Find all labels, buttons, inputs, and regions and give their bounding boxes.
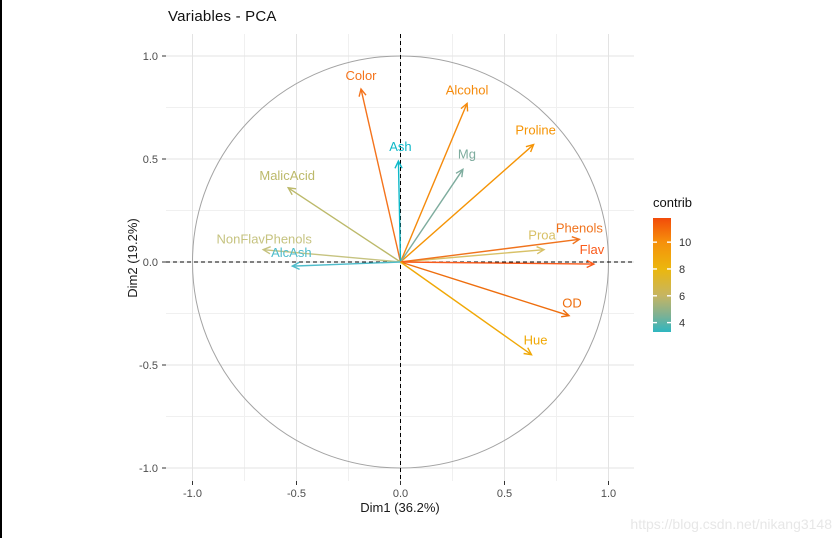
pca-vector-hue: Hue [400, 261, 548, 356]
vector-label: Ash [389, 139, 411, 154]
vector-label: OD [562, 296, 582, 311]
vector-arrow-shaft [400, 238, 580, 263]
vector-arrowhead [523, 347, 533, 356]
pca-vector-nonflavphenols: NonFlavPhenols [217, 232, 401, 263]
legend-tick-label: 4 [679, 318, 685, 330]
vector-label: Flav [580, 242, 605, 257]
vector-label: Proline [515, 123, 555, 138]
x-tick-label: 1.0 [601, 488, 616, 500]
y-tick-label: 1.0 [143, 51, 158, 63]
pca-vector-malicacid: MalicAcid [259, 168, 401, 263]
vector-arrowhead [536, 246, 546, 255]
vector-label: Mg [458, 146, 476, 161]
vector-arrowhead [571, 236, 581, 245]
vector-label: AlcAsh [271, 245, 311, 260]
vector-arrowhead [560, 309, 571, 318]
vector-label: MalicAcid [259, 168, 315, 183]
pca-vector-flav: Flav [400, 242, 605, 269]
vector-label: Alcohol [446, 82, 489, 97]
vector-arrow-shaft [287, 187, 401, 263]
vector-arrow-shaft [399, 168, 464, 263]
pca-vector-alcohol: Alcohol [399, 82, 489, 263]
pca-vector-proa: Proa [400, 228, 557, 263]
vector-arrow-shaft [400, 144, 535, 263]
x-tick-label: -0.5 [287, 488, 306, 500]
vector-arrowhead [586, 259, 596, 269]
vector-arrow-shaft [400, 261, 594, 265]
axes: -1.0 -0.5 0.0 0.5 1.0 1.0 0.5 0.0 -0.5 -1.0 Dim1 (… [125, 51, 616, 515]
x-tick-label: 0.5 [497, 488, 512, 500]
vector-arrow-shaft [400, 261, 532, 356]
vector-arrow-shaft [360, 88, 402, 263]
pca-vector-color: Color [345, 68, 402, 263]
left-edge-line [0, 0, 2, 538]
pca-vectors: Color Alcohol Proline Ash Mg MalicAcid NonFlav… [217, 68, 605, 356]
vector-arrowhead [394, 159, 403, 169]
legend-tick-label: 10 [679, 237, 691, 249]
pca-vector-od: OD [400, 261, 582, 318]
vector-arrow-shaft [292, 261, 401, 267]
vector-arrow-shaft [263, 248, 401, 263]
legend-title: contrib [653, 195, 692, 210]
pca-vector-phenols: Phenols [400, 220, 603, 263]
legend-tick-label: 8 [679, 264, 685, 276]
legend-tick-label: 6 [679, 291, 685, 303]
pca-vector-proline: Proline [400, 123, 556, 263]
vector-arrowhead [286, 186, 297, 196]
y-tick-label: -0.5 [139, 360, 158, 372]
vector-label: Hue [524, 333, 548, 348]
x-tick-label: 0.0 [393, 488, 408, 500]
y-tick-label: -1.0 [139, 463, 158, 475]
pca-vector-ash: Ash [389, 139, 412, 263]
y-axis-title: Dim2 (19.2%) [125, 218, 140, 297]
vector-arrow-shaft [400, 261, 570, 317]
vector-label: Phenols [556, 220, 603, 235]
vector-label: Proa [528, 228, 556, 243]
vector-arrowhead [261, 246, 271, 255]
contrib-legend: contrib 10 8 6 4 [653, 195, 692, 332]
vector-arrowhead [460, 101, 469, 112]
vector-arrow-shaft [397, 161, 402, 263]
pca-vector-mg: Mg [399, 146, 476, 263]
vector-arrowhead [290, 261, 300, 271]
y-tick-label: 0.0 [143, 257, 158, 269]
vector-arrowhead [455, 167, 464, 178]
vector-arrow-shaft [400, 248, 545, 263]
y-tick-label: 0.5 [143, 154, 158, 166]
x-tick-label: -1.0 [183, 488, 202, 500]
vector-arrowhead [525, 143, 535, 153]
vector-label: Color [345, 68, 377, 83]
chart-title: Variables - PCA [168, 8, 277, 25]
x-axis-title: Dim1 (36.2%) [360, 500, 439, 515]
legend-colorbar [653, 218, 671, 332]
vector-arrowhead [358, 87, 367, 97]
vector-label: NonFlavPhenols [217, 232, 313, 247]
pca-vector-alcash: AlcAsh [271, 245, 401, 271]
watermark-text: https://blog.csdn.net/nikang3148 [630, 516, 832, 532]
vector-arrow-shaft [399, 103, 468, 263]
